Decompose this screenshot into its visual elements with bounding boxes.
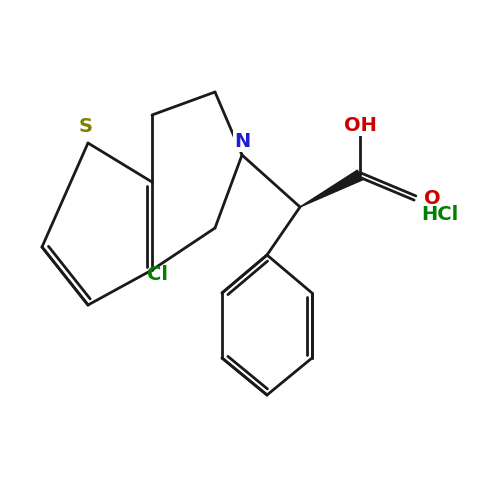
- Text: HCl: HCl: [422, 206, 459, 225]
- Text: OH: OH: [344, 116, 376, 135]
- Text: S: S: [78, 116, 92, 136]
- Polygon shape: [300, 170, 362, 207]
- Text: N: N: [234, 132, 250, 151]
- Text: Cl: Cl: [147, 266, 168, 284]
- Text: O: O: [424, 188, 440, 208]
